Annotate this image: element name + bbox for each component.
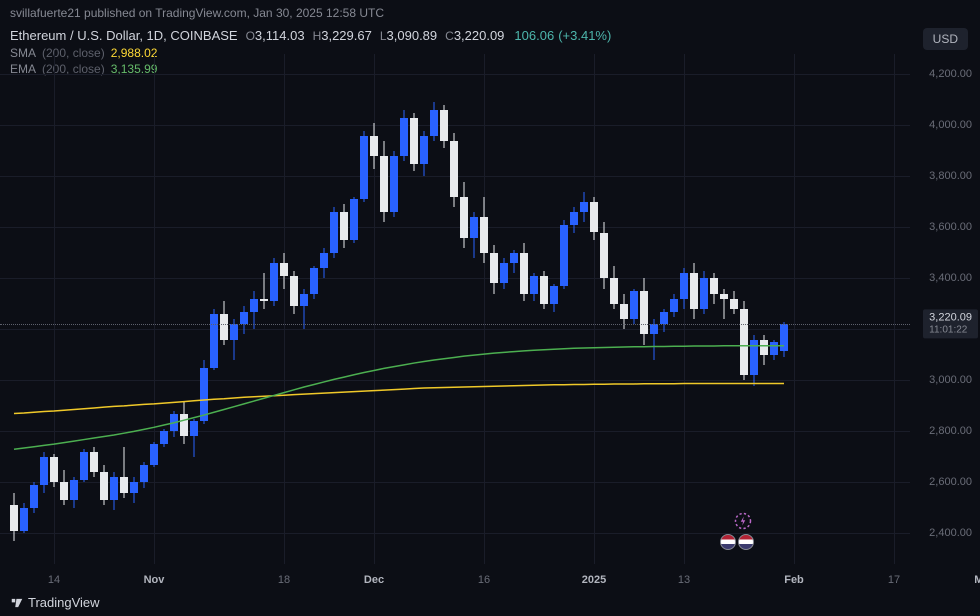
price-tick: 2,800.00 — [929, 425, 972, 437]
event-icons[interactable] — [720, 534, 754, 550]
price-chart[interactable] — [0, 54, 910, 564]
lightning-icon[interactable] — [734, 512, 752, 530]
price-tick: 4,200.00 — [929, 68, 972, 80]
price-tick: 3,000.00 — [929, 374, 972, 386]
price-tick: 3,800.00 — [929, 170, 972, 182]
price-tick: 2,600.00 — [929, 476, 972, 488]
time-tick: Nov — [144, 574, 165, 586]
us-flag-icon[interactable] — [738, 534, 754, 550]
price-tick: 3,400.00 — [929, 272, 972, 284]
time-tick: 13 — [678, 574, 690, 586]
us-flag-icon[interactable] — [720, 534, 736, 550]
change-pct: +3.41% — [563, 28, 607, 43]
tradingview-logo-icon — [10, 596, 24, 610]
ohlc-open: 3,114.03 — [255, 28, 305, 43]
tradingview-watermark: TradingView — [10, 595, 100, 610]
price-axis[interactable]: 2,400.002,600.002,800.003,000.003,200.00… — [910, 54, 980, 564]
current-price-label: 3,220.0911:01:22 — [923, 310, 978, 339]
countdown: 11:01:22 — [929, 325, 972, 337]
time-tick: Feb — [784, 574, 804, 586]
ohlc-low: 3,090.89 — [387, 28, 438, 43]
time-tick: 17 — [888, 574, 900, 586]
symbol-title[interactable]: Ethereum / U.S. Dollar, 1D, COINBASE — [10, 28, 238, 43]
currency-badge[interactable]: USD — [923, 28, 968, 50]
time-tick: Dec — [364, 574, 384, 586]
price-tick: 4,000.00 — [929, 119, 972, 131]
price-tick: 2,400.00 — [929, 527, 972, 539]
symbol-header: Ethereum / U.S. Dollar, 1D, COINBASE O3,… — [10, 28, 611, 43]
ohlc-close: 3,220.09 — [454, 28, 505, 43]
price-tick: 3,600.00 — [929, 221, 972, 233]
time-tick: 16 — [478, 574, 490, 586]
time-axis[interactable]: 14Nov18Dec16202513Feb17Mar — [0, 574, 910, 594]
time-tick: 2025 — [582, 574, 606, 586]
current-price-line — [0, 324, 910, 325]
time-tick: Mar — [974, 574, 980, 586]
publisher-line: svillafuerte21 published on TradingView.… — [10, 6, 384, 20]
time-tick: 18 — [278, 574, 290, 586]
time-tick: 14 — [48, 574, 60, 586]
change-abs: 106.06 — [514, 28, 554, 43]
ohlc-high: 3,229.67 — [321, 28, 372, 43]
